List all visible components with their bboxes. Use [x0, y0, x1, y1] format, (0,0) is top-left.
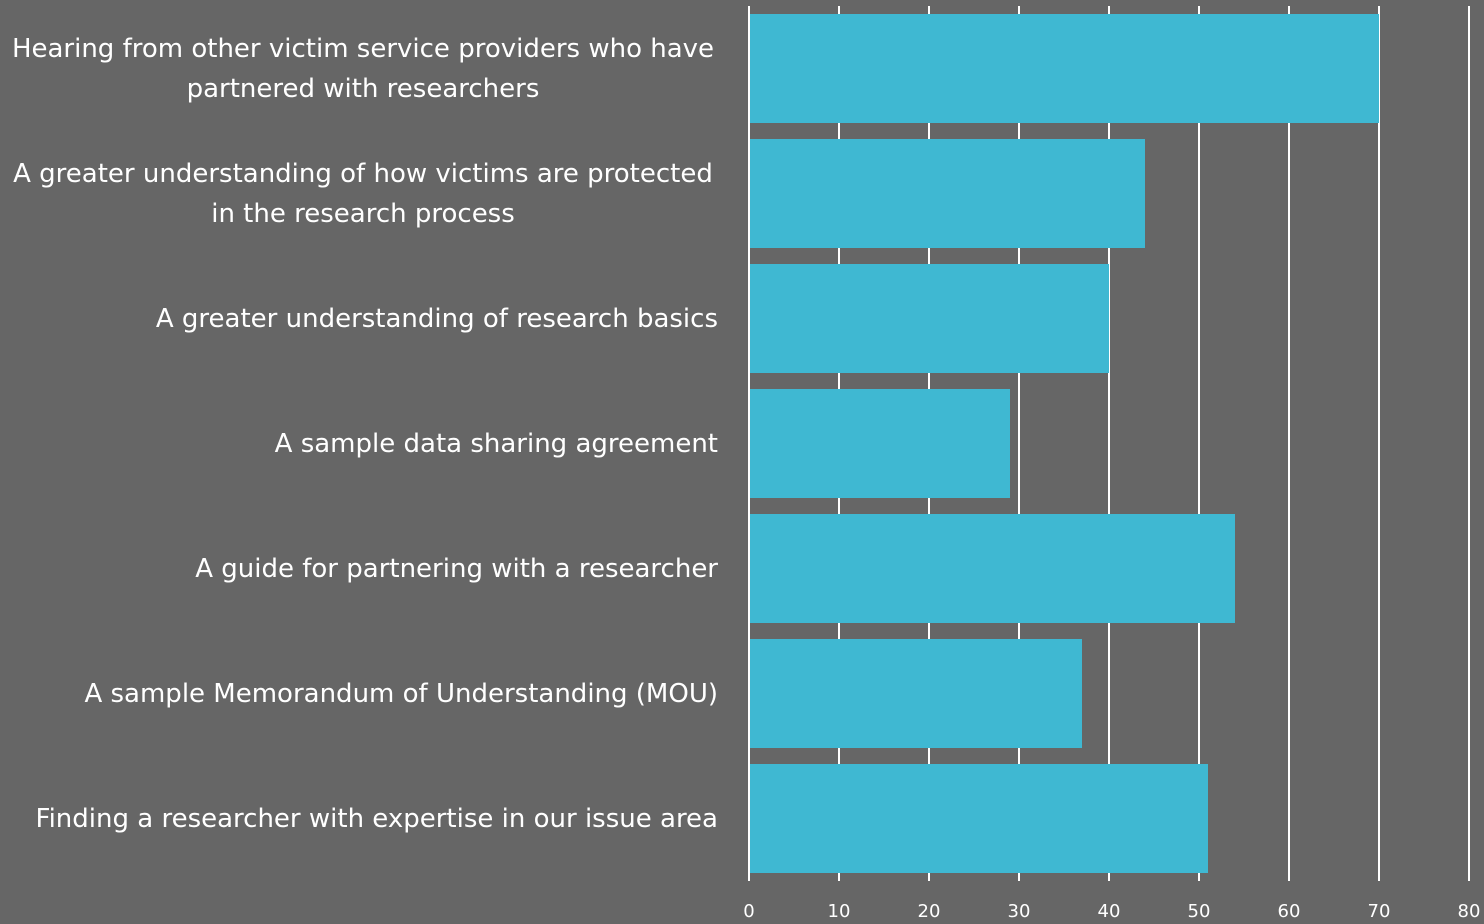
- x-tick-label: 0: [743, 901, 754, 922]
- y-tick-label: A guide for partnering with a researcher: [195, 553, 718, 584]
- x-tick-label: 20: [918, 901, 941, 922]
- y-tick-label: Finding a researcher with expertise in o…: [35, 803, 718, 834]
- x-tick-label: 10: [828, 901, 851, 922]
- y-tick-label: A sample Memorandum of Understanding (MO…: [84, 678, 718, 709]
- y-tick-label: A greater understanding of how victims a…: [13, 158, 713, 229]
- bar: [749, 764, 1208, 873]
- x-tick-label: 30: [1008, 901, 1031, 922]
- x-tick-label: 50: [1188, 901, 1211, 922]
- x-tick-label: 70: [1368, 901, 1391, 922]
- y-tick-label: A sample data sharing agreement: [274, 428, 718, 459]
- bar: [749, 389, 1010, 498]
- category-label-box: A sample Memorandum of Understanding (MO…: [8, 631, 718, 756]
- y-tick-label: Hearing from other victim service provid…: [11, 33, 715, 104]
- category-label-box: Hearing from other victim service provid…: [8, 6, 718, 131]
- bar: [749, 264, 1109, 373]
- bar: [749, 514, 1235, 623]
- category-label-box: A greater understanding of how victims a…: [8, 131, 718, 256]
- category-label-box: A guide for partnering with a researcher: [8, 506, 718, 631]
- x-tick-label: 80: [1458, 901, 1481, 922]
- bar: [749, 14, 1379, 123]
- y-tick-label: A greater understanding of research basi…: [155, 303, 718, 334]
- category-label-box: A greater understanding of research basi…: [8, 256, 718, 381]
- bar: [749, 639, 1082, 748]
- bar: [749, 139, 1145, 248]
- category-label-box: Finding a researcher with expertise in o…: [8, 756, 718, 881]
- category-label-box: A sample data sharing agreement: [8, 381, 718, 506]
- x-tick-label: 60: [1278, 901, 1301, 922]
- x-tick-label: 40: [1098, 901, 1121, 922]
